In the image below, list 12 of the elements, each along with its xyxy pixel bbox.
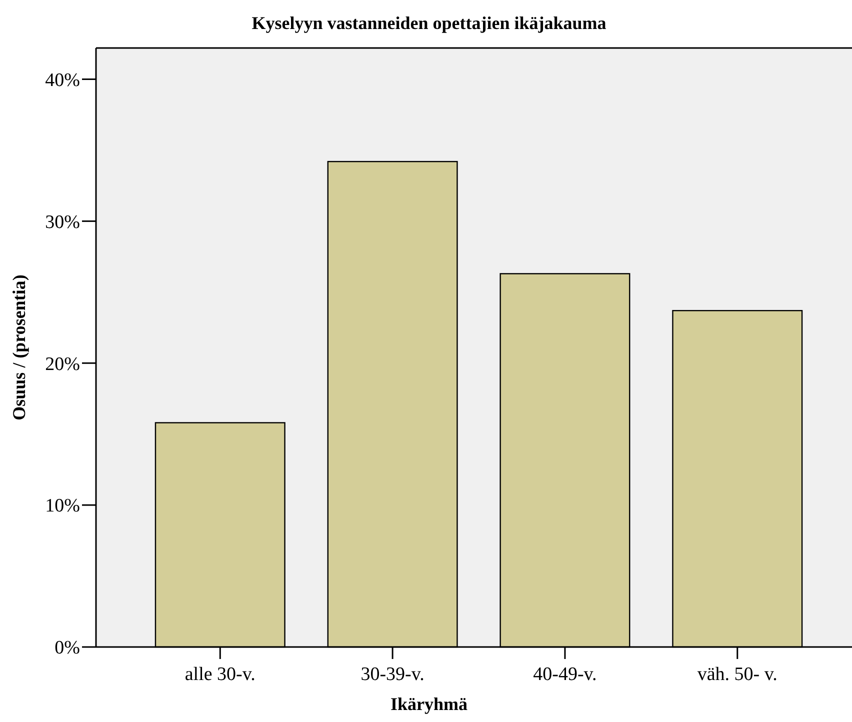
x-tick-label: 40-49-v. (533, 664, 597, 685)
y-tick-label: 10% (45, 496, 80, 517)
y-tick-label: 30% (45, 212, 80, 233)
x-tick-label: 30-39-v. (360, 664, 424, 685)
y-tick-label: 0% (54, 638, 80, 659)
chart-title: Kyselyyn vastanneiden opettajien ikäjakauma (252, 13, 606, 33)
y-tick-label: 20% (45, 354, 80, 375)
y-axis-title: Osuus / (prosentia) (9, 274, 29, 420)
x-tick-label: väh. 50- v. (697, 664, 778, 685)
x-axis-title: Ikäryhmä (390, 694, 468, 714)
y-tick-label: 40% (45, 70, 80, 91)
x-tick-label: alle 30-v. (184, 664, 256, 685)
